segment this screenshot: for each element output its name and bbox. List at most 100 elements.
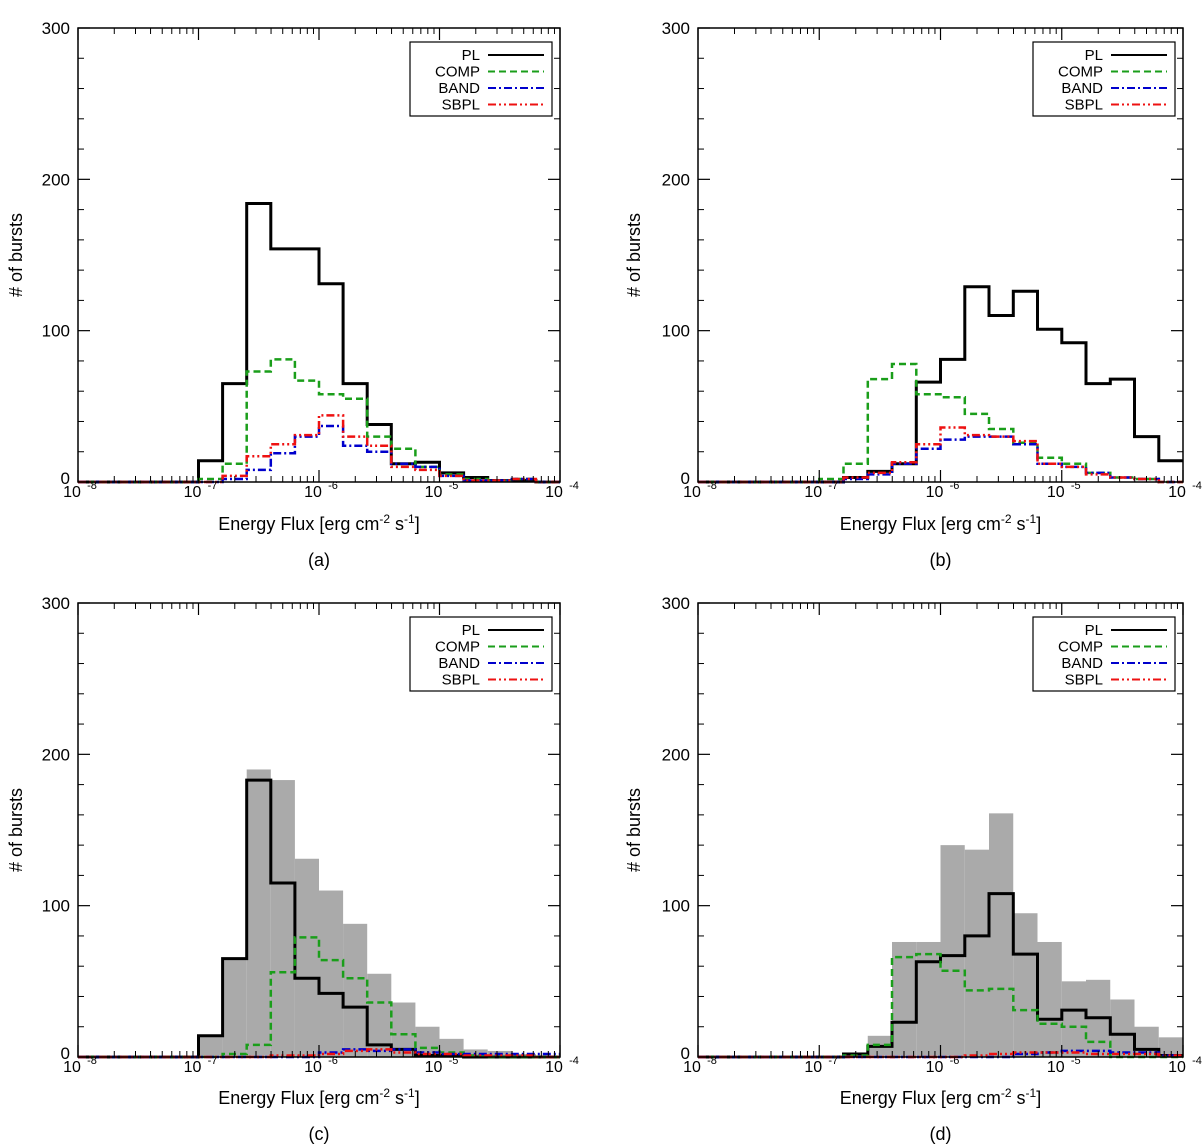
legend-label: BAND [1061,655,1103,672]
y-tick-label: 300 [42,594,70,613]
x-tick-label: 10 [1047,484,1065,501]
x-tick-label: 10 [1047,1059,1065,1076]
y-tick-label: 200 [662,170,690,189]
x-tick-exponent: -8 [707,1055,717,1067]
x-tick-label: 10 [425,1059,443,1076]
chart-panel-a: 10 -8 10 -7 10 -6 10 -5 10 -4 0 100 200 300 # of burst… [6,19,579,570]
x-axis-label: Energy Flux [erg cm-2 s-1] [218,1086,419,1108]
legend-label: COMP [1058,64,1103,81]
y-tick-label: 200 [662,745,690,764]
x-tick-label: 10 [1168,1059,1186,1076]
total-bar [294,858,319,1057]
y-tick-label: 300 [662,594,690,613]
x-tick-exponent: -8 [87,1055,97,1067]
series-line-pl [78,202,560,484]
x-tick-exponent: -6 [328,1055,338,1067]
total-bar [198,1035,223,1057]
x-tick-exponent: -8 [87,480,97,492]
x-tick-label: 10 [545,1059,563,1076]
y-tick-label: 100 [42,322,70,341]
legend-label: PL [462,622,480,639]
x-tick-label: 10 [304,1059,322,1076]
total-bar [1037,941,1062,1057]
x-tick-label: 10 [926,484,944,501]
legend-label: COMP [1058,639,1103,656]
x-tick-exponent: -7 [828,1055,838,1067]
x-tick-label: 10 [804,484,822,501]
x-tick-label: 10 [425,484,443,501]
x-tick-exponent: -5 [449,480,459,492]
y-tick-label: 100 [42,897,70,916]
series-line-pl [698,285,1183,484]
x-tick-label: 10 [683,484,701,501]
x-tick-exponent: -4 [1192,480,1202,492]
y-axis-label: # of bursts [624,213,644,297]
panel-label: (b) [930,550,952,570]
y-tick-label: 0 [681,1044,690,1063]
total-bar [270,780,295,1057]
x-tick-exponent: -4 [569,480,579,492]
x-tick-label: 10 [63,1059,81,1076]
total-bar [1013,913,1038,1057]
y-tick-label: 100 [662,322,690,341]
x-tick-exponent: -8 [707,480,717,492]
legend-label: BAND [438,655,480,672]
legend-label: SBPL [442,672,480,689]
x-axis-label: Energy Flux [erg cm-2 s-1] [218,512,419,534]
legend-label: PL [462,47,480,64]
legend-label: COMP [435,64,480,81]
total-bar [892,941,917,1057]
x-tick-exponent: -6 [950,1055,960,1067]
legend-label: COMP [435,639,480,656]
series-line-comp [78,358,560,484]
total-bar [989,813,1014,1057]
y-tick-label: 300 [662,19,690,38]
total-bar [319,890,344,1057]
chart-panel-b: 10 -8 10 -7 10 -6 10 -5 10 -4 0 100 200 300 # of burst… [624,19,1202,570]
total-bar [964,849,989,1057]
y-axis-label: # of bursts [6,788,26,872]
legend-label: SBPL [1065,672,1103,689]
x-tick-exponent: -4 [1192,1055,1202,1067]
x-tick-label: 10 [926,1059,944,1076]
y-axis-label: # of bursts [624,788,644,872]
series-line-band [78,1048,560,1059]
x-tick-label: 10 [804,1059,822,1076]
total-bar [1110,999,1135,1057]
series-line-comp [698,952,1183,1059]
total-bar [916,941,941,1057]
x-tick-label: 10 [683,1059,701,1076]
y-tick-label: 200 [42,745,70,764]
y-tick-label: 300 [42,19,70,38]
y-axis-label: # of bursts [6,213,26,297]
total-bar [940,845,965,1057]
legend-label: PL [1085,622,1103,639]
y-tick-label: 0 [61,469,70,488]
legend-label: SBPL [1065,97,1103,114]
x-tick-exponent: -7 [208,480,218,492]
y-tick-label: 100 [662,897,690,916]
x-tick-exponent: -5 [1071,480,1081,492]
x-tick-exponent: -5 [1071,1055,1081,1067]
y-tick-label: 0 [61,1044,70,1063]
x-tick-exponent: -6 [950,480,960,492]
total-bar [439,1038,464,1057]
x-tick-label: 10 [184,1059,202,1076]
x-tick-label: 10 [304,484,322,501]
y-tick-label: 200 [42,170,70,189]
x-tick-label: 10 [184,484,202,501]
total-bar [222,958,247,1057]
legend-label: BAND [1061,80,1103,97]
x-tick-label: 10 [63,484,81,501]
legend-label: BAND [438,80,480,97]
legend-label: SBPL [442,97,480,114]
total-bar [246,769,271,1057]
y-tick-label: 0 [681,469,690,488]
x-tick-exponent: -7 [828,480,838,492]
panel-label: (a) [308,550,330,570]
